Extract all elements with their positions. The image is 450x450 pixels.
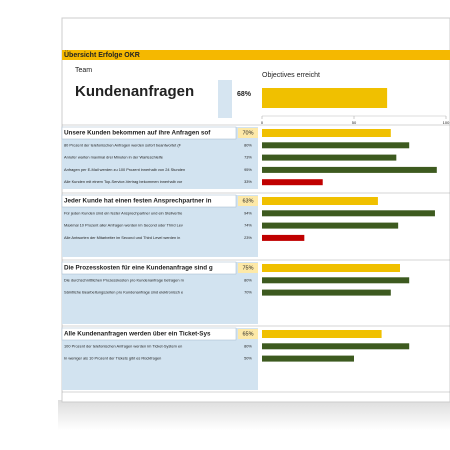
key-result-bar <box>262 142 410 149</box>
key-result-bar <box>262 154 397 161</box>
objective-bar <box>262 264 400 272</box>
key-result-bar <box>262 166 437 173</box>
objective-percent-cell <box>238 128 258 138</box>
objective-bar <box>262 330 382 338</box>
key-result-percent: 74% <box>244 223 252 228</box>
objective-text: Die Prozesskosten für eine Kundenanfrage… <box>64 265 213 272</box>
axis-tick-label: 50 <box>352 120 357 125</box>
objective-cell <box>61 327 237 341</box>
key-result-bar <box>262 234 305 241</box>
key-result-bar <box>262 343 410 350</box>
key-result-percent: 50% <box>244 356 252 361</box>
key-result-text: Alle Antworten der Mitarbeiter im Second… <box>64 235 180 240</box>
key-result-percent: 80% <box>244 343 252 348</box>
objective-bar <box>262 197 378 205</box>
page-shadow <box>58 400 450 430</box>
team-cell <box>218 80 232 118</box>
key-result-text: Alle Kunden mit einem Top-Service-Vertra… <box>64 179 183 184</box>
key-result-percent: 80% <box>244 142 252 147</box>
objectives-label: Objectives erreicht <box>262 72 320 79</box>
team-bar <box>262 88 388 108</box>
objective-cell <box>61 194 237 208</box>
key-result-bar <box>262 210 435 217</box>
title-band <box>62 50 450 60</box>
objective-percent-cell <box>238 329 258 339</box>
key-result-text: Anrufer warten maximal drei Minuten in d… <box>64 155 163 160</box>
key-result-text: In weniger als 10 Prozent der Tickets gi… <box>64 356 161 361</box>
key-result-text: 100 Prozent der telefonischen Anfragen w… <box>64 343 182 348</box>
objective-text: Jeder Kunde hat einen festen Ansprechpar… <box>64 198 212 205</box>
team-name: Kundenanfragen <box>75 83 194 100</box>
axis-tick-label: 0 <box>261 120 264 125</box>
objective-percent: 70% <box>242 130 253 136</box>
key-result-percent: 70% <box>244 290 252 295</box>
key-result-text: Die durchschnittlichen Prozesskosten pro… <box>64 277 184 282</box>
key-result-percent: 33% <box>244 179 252 184</box>
objective-cell <box>61 126 237 140</box>
key-result-percent: 94% <box>244 210 252 215</box>
objective-percent: 75% <box>242 265 253 271</box>
key-result-percent: 80% <box>244 277 252 282</box>
key-result-text: Anfragen per E-Mail werden zu 100 Prozen… <box>64 167 185 172</box>
key-result-bar <box>262 179 323 186</box>
key-result-percent: 73% <box>244 155 252 160</box>
objective-percent: 65% <box>242 331 253 337</box>
team-percent: 68% <box>237 91 252 98</box>
key-result-bar <box>262 289 391 296</box>
key-result-bar <box>262 222 399 229</box>
key-result-text: Sämtliche Bearbeitungszeiten pro Kundena… <box>64 290 183 295</box>
key-result-bar <box>262 355 354 362</box>
objective-text: Alle Kundenanfragen werden über ein Tick… <box>64 331 211 338</box>
key-result-bar <box>262 277 410 284</box>
team-label: Team <box>75 67 92 74</box>
key-result-text: Maximal 10 Prozent aller Anfragen werden… <box>64 223 183 228</box>
objective-percent-cell <box>238 263 258 273</box>
key-result-percent: 95% <box>244 167 252 172</box>
objective-cell <box>61 261 237 275</box>
objective-text: Unsere Kunden bekommen auf ihre Anfragen… <box>64 130 211 137</box>
key-result-text: Für jeden Kunden sind ein fester Ansprec… <box>64 210 182 215</box>
axis-tick-label: 100 <box>443 120 450 125</box>
objective-percent: 63% <box>242 198 253 204</box>
sheet-title: Übersicht Erfolge OKR <box>64 50 140 59</box>
objective-bar <box>262 129 391 137</box>
objective-percent-cell <box>238 196 258 206</box>
key-result-text: 80 Prozent der telefonischen Anfragen we… <box>64 142 182 147</box>
key-result-percent: 23% <box>244 235 252 240</box>
